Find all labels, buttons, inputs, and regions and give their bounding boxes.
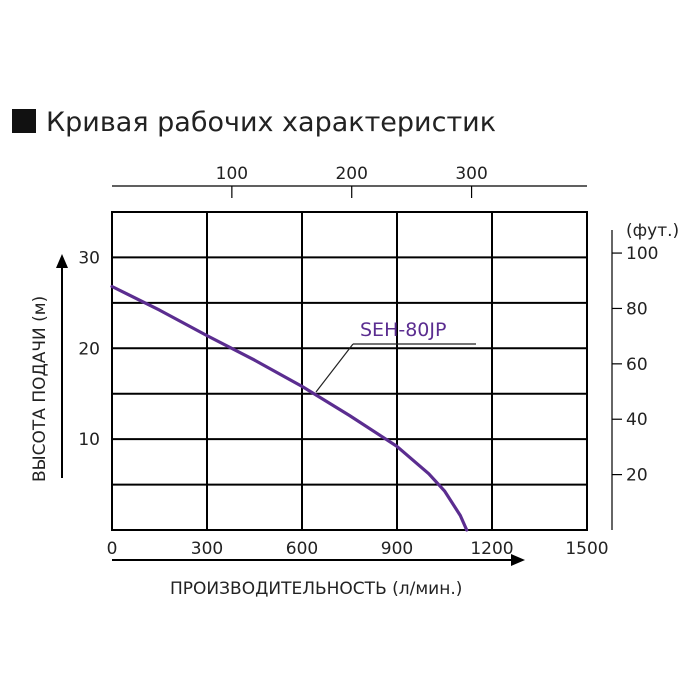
series-leader-line: [315, 343, 354, 393]
right-axis-tick-label: 20: [626, 466, 648, 486]
right-axis-tick-label: 60: [626, 355, 648, 375]
x-tick-label: 600: [286, 539, 318, 559]
right-axis-tick-label: 100: [626, 244, 658, 264]
x-tick-label: 0: [107, 539, 118, 559]
y-tick-label: 20: [78, 339, 100, 359]
plot-frame: [111, 211, 588, 531]
right-axis-tick-label: 40: [626, 410, 648, 430]
x-tick-label: 1200: [470, 539, 513, 559]
y-axis-arrow-icon: [56, 254, 68, 268]
right-axis-tick-label: 80: [626, 299, 648, 319]
top-axis-tick-label: 300: [455, 164, 487, 184]
x-axis-ticks: 0 300 600 900 1200 1500: [107, 539, 609, 559]
x-axis-label: ПРОИЗВОДИТЕЛЬНОСТЬ (л/мин.): [170, 579, 462, 599]
chart-title: Кривая рабочих характеристик: [46, 107, 496, 138]
x-tick-label: 1500: [565, 539, 608, 559]
grid: [112, 212, 587, 530]
y-axis-label: ВЫСОТА ПОДАЧИ (м): [30, 296, 50, 482]
x-axis-arrow-icon: [511, 554, 525, 566]
y-axis-ticks: 10 20 30: [78, 248, 100, 450]
title-square-icon: [12, 109, 36, 133]
y-tick-label: 30: [78, 248, 100, 268]
top-axis-ticks: 100 200 300: [216, 164, 488, 198]
right-axis-unit: (фут.): [626, 221, 679, 241]
top-axis-tick-label: 200: [335, 164, 367, 184]
series-layer: [110, 284, 469, 532]
x-tick-label: 300: [191, 539, 223, 559]
y-tick-label: 10: [78, 430, 100, 450]
top-axis-tick-label: 100: [216, 164, 248, 184]
series-line: [110, 284, 469, 532]
series-label: SEH-80JP: [360, 319, 446, 341]
right-axis-ticks: 20 40 60 80 100: [612, 244, 658, 486]
x-tick-label: 900: [381, 539, 413, 559]
